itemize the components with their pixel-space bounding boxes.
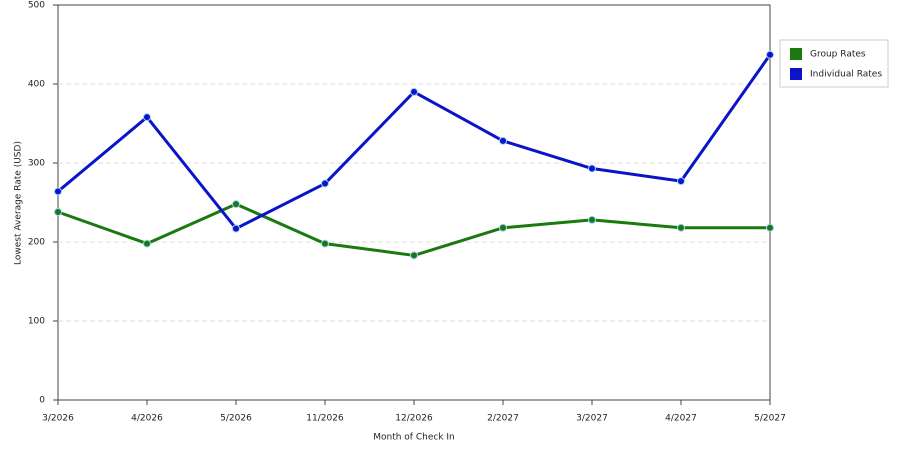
x-tick-label: 12/2026	[395, 414, 433, 424]
x-tick-label: 5/2027	[754, 414, 786, 424]
legend-swatch	[790, 48, 802, 60]
point	[321, 179, 329, 188]
x-tick-label: 2/2027	[487, 414, 519, 424]
y-tick-label: 0	[39, 396, 45, 406]
point	[232, 224, 240, 233]
x-tick-label: 4/2026	[131, 414, 163, 424]
plot-frame	[57, 4, 771, 401]
point	[232, 200, 240, 209]
x-tick-label: 3/2027	[576, 414, 608, 424]
y-tick-label: 100	[28, 317, 45, 327]
point	[499, 223, 507, 232]
y-tick-label: 200	[28, 238, 45, 248]
y-axis-title: Lowest Average Rate (USD)	[14, 141, 24, 265]
x-axis-title: Month of Check In	[373, 433, 455, 443]
y-tick-label: 300	[28, 159, 45, 169]
series-line	[57, 53, 772, 231]
x-tick-label: 4/2027	[665, 414, 697, 424]
point	[54, 187, 62, 196]
point	[410, 251, 418, 260]
point	[321, 239, 329, 248]
series-line	[57, 202, 770, 257]
point	[410, 87, 418, 96]
point	[677, 177, 685, 186]
x-tick-label: 5/2026	[220, 414, 252, 424]
point	[766, 223, 774, 232]
point	[588, 215, 596, 224]
point	[54, 207, 62, 216]
point	[143, 113, 151, 122]
legend-label: Group Rates	[810, 50, 866, 60]
y-tick-label: 400	[28, 80, 45, 90]
x-tick-label: 11/2026	[306, 414, 344, 424]
x-tick-label: 3/2026	[42, 414, 74, 424]
legend-swatch	[790, 68, 802, 80]
point	[588, 164, 596, 173]
point	[677, 223, 685, 232]
point	[766, 50, 774, 59]
y-tick-label: 500	[28, 1, 45, 11]
legend-label: Individual Rates	[810, 70, 882, 80]
point	[499, 136, 507, 145]
point	[143, 239, 151, 248]
